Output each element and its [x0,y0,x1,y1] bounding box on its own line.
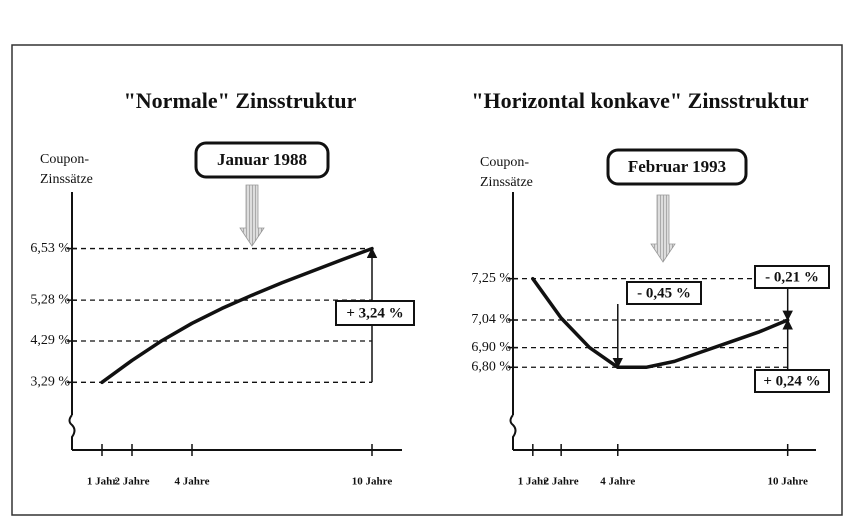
y-tick-label: 5,28 % [30,292,70,307]
callout-box [754,369,830,393]
callout-box [606,148,748,186]
x-tick-label: 10 Jahre [767,476,808,488]
y-axis-label: Zinssätze [40,172,93,187]
pointer-arrow [239,184,265,247]
axis-break [68,414,76,450]
x-tick-label: 10 Jahre [352,476,393,488]
callout-label: Januar 1988 [217,150,307,169]
y-tick-label: 4,29 % [30,333,70,348]
callout-box [626,281,702,305]
y-tick-label: 6,80 % [471,360,511,375]
curve [100,246,374,385]
callout-label: - 0,21 % [765,269,819,285]
x-tick-label: 1 Jahr [87,476,117,488]
chart-title: "Horizontal konkave" Zinsstruktur [471,88,809,113]
chart-title: "Normale" Zinsstruktur [124,88,357,113]
axis-break [509,414,517,450]
pointer-arrow [650,194,676,263]
frame [11,44,843,516]
callout-label: + 0,24 % [763,373,820,389]
y-axis-label: Coupon- [480,155,529,170]
callout-box [335,300,415,326]
y-tick-label: 6,53 % [30,241,70,256]
callout-box [754,265,830,289]
x-tick-label: 2 Jahre [115,476,150,488]
x-tick-label: 1 Jahr [518,476,548,488]
callout-label: - 0,45 % [637,285,691,301]
callout-label: + 3,24 % [346,305,403,321]
curve [531,276,790,370]
callout-box [194,141,330,179]
y-axis-label: Zinssätze [480,175,533,190]
x-tick-label: 4 Jahre [175,476,210,488]
y-tick-label: 3,29 % [30,375,70,390]
callout-label: Februar 1993 [628,157,726,176]
y-tick-label: 7,04 % [471,312,511,327]
y-tick-label: 6,90 % [471,340,511,355]
y-tick-label: 7,25 % [471,271,511,286]
y-axis-label: Coupon- [40,152,89,167]
x-tick-label: 4 Jahre [600,476,635,488]
x-tick-label: 2 Jahre [544,476,579,488]
